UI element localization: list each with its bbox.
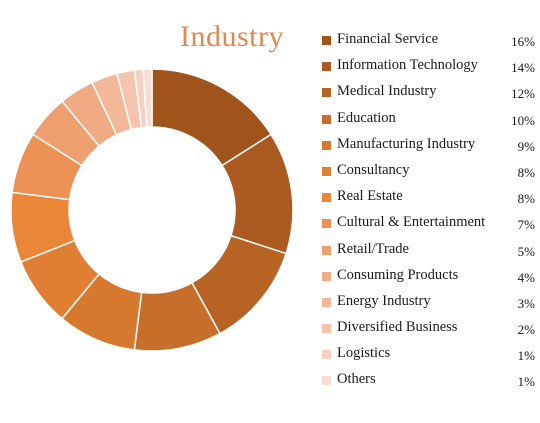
legend-value: 1% <box>517 348 535 364</box>
legend-item: Real Estate 8% <box>322 188 536 214</box>
legend-item: Others 1% <box>322 371 536 397</box>
legend-item: Energy Industry 3% <box>322 293 536 319</box>
legend-item: Consultancy 8% <box>322 162 536 188</box>
slice-others <box>142 68 153 128</box>
legend-label: Financial Service <box>337 31 439 47</box>
legend-item: Cultural & Entertainment 7% <box>322 214 536 240</box>
legend-swatch <box>322 271 331 281</box>
legend-item: Medical Industry 12% <box>322 83 536 109</box>
legend-item: Manufacturing Industry 9% <box>322 136 536 162</box>
legend-item: Financial Service 16% <box>322 31 536 57</box>
legend-swatch <box>322 36 331 45</box>
legend-item: Information Technology 14% <box>322 57 536 83</box>
chart-title: Industry <box>180 20 284 53</box>
legend-swatch <box>322 297 331 307</box>
legend-label: Medical Industry <box>337 83 437 100</box>
legend-item: Education 10% <box>322 110 536 136</box>
legend-label: Logistics <box>337 345 391 362</box>
legend-value: 8% <box>517 191 535 207</box>
legend-item: Retail/Trade 5% <box>322 241 536 267</box>
legend-label: Manufacturing Industry <box>337 135 476 152</box>
legend: Financial Service 16% Information Technolo… <box>322 31 536 398</box>
legend-swatch <box>322 114 331 124</box>
legend-item: Logistics 1% <box>322 345 536 371</box>
legend-value: 1% <box>517 374 535 390</box>
legend-label: Diversified Business <box>337 319 458 336</box>
legend-value: 14% <box>511 60 535 76</box>
legend-swatch <box>322 88 331 98</box>
legend-item: Consuming Products 4% <box>322 267 536 293</box>
legend-swatch <box>322 350 331 360</box>
legend-value: 7% <box>517 217 535 233</box>
legend-swatch <box>322 140 331 150</box>
legend-value: 2% <box>517 322 535 338</box>
legend-label: Information Technology <box>337 57 478 74</box>
legend-value: 10% <box>511 112 535 128</box>
legend-swatch <box>322 193 331 203</box>
legend-label: Consultancy <box>337 161 410 178</box>
legend-swatch <box>322 376 331 386</box>
legend-value: 16% <box>511 34 535 49</box>
legend-swatch <box>322 62 331 72</box>
legend-value: 8% <box>517 164 535 180</box>
legend-value: 3% <box>517 295 535 311</box>
legend-label: Real Estate <box>337 188 403 205</box>
legend-label: Energy Industry <box>337 292 431 309</box>
legend-label: Education <box>337 109 396 126</box>
legend-item: Diversified Business 2% <box>322 319 536 345</box>
legend-label: Cultural & Entertainment <box>337 214 486 231</box>
legend-swatch <box>322 324 331 334</box>
legend-value: 4% <box>517 269 535 285</box>
legend-label: Others <box>337 371 376 388</box>
legend-swatch <box>322 219 331 229</box>
legend-value: 9% <box>517 138 535 154</box>
legend-value: 12% <box>511 86 535 102</box>
legend-label: Consuming Products <box>337 266 459 283</box>
legend-label: Retail/Trade <box>337 240 409 257</box>
legend-value: 5% <box>517 243 535 259</box>
legend-swatch <box>322 166 331 176</box>
legend-swatch <box>322 245 331 255</box>
